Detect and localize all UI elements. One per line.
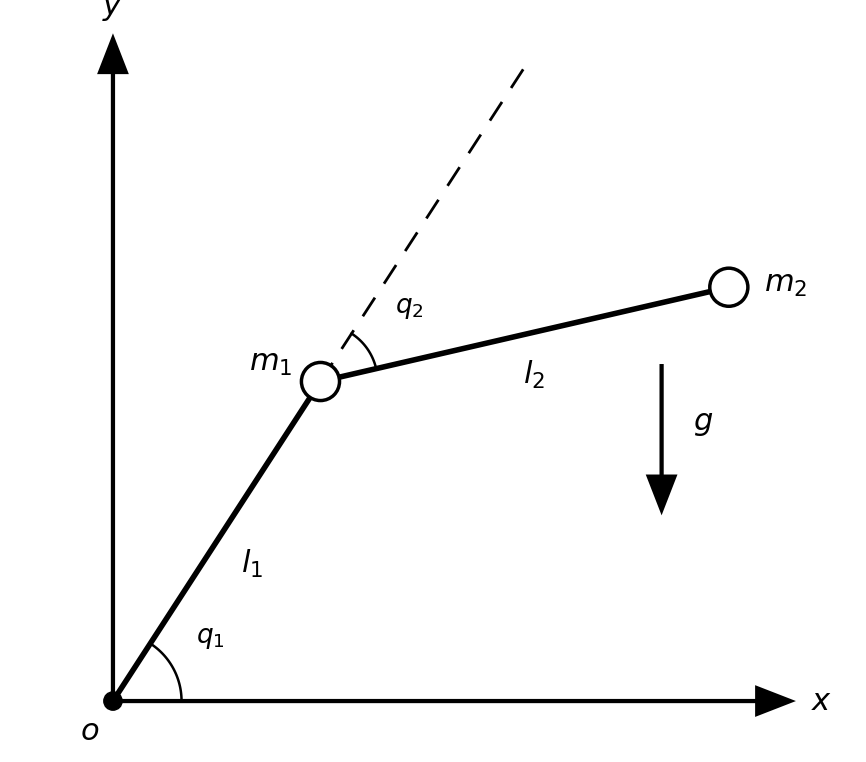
Text: $x$: $x$	[811, 686, 832, 716]
Circle shape	[710, 268, 748, 306]
Text: $q_2$: $q_2$	[396, 296, 424, 322]
Text: $l_1$: $l_1$	[241, 548, 263, 580]
Circle shape	[104, 692, 122, 710]
Text: $g$: $g$	[694, 408, 714, 438]
FancyArrow shape	[100, 38, 126, 701]
FancyArrow shape	[113, 687, 792, 715]
Text: $m_2$: $m_2$	[765, 268, 808, 299]
Text: $q_1$: $q_1$	[196, 626, 225, 651]
FancyArrow shape	[649, 366, 675, 511]
Text: $o$: $o$	[81, 716, 100, 747]
Text: $y$: $y$	[102, 0, 124, 23]
Text: $l_2$: $l_2$	[523, 359, 545, 391]
Text: $m_1$: $m_1$	[249, 347, 293, 378]
Circle shape	[301, 363, 339, 401]
